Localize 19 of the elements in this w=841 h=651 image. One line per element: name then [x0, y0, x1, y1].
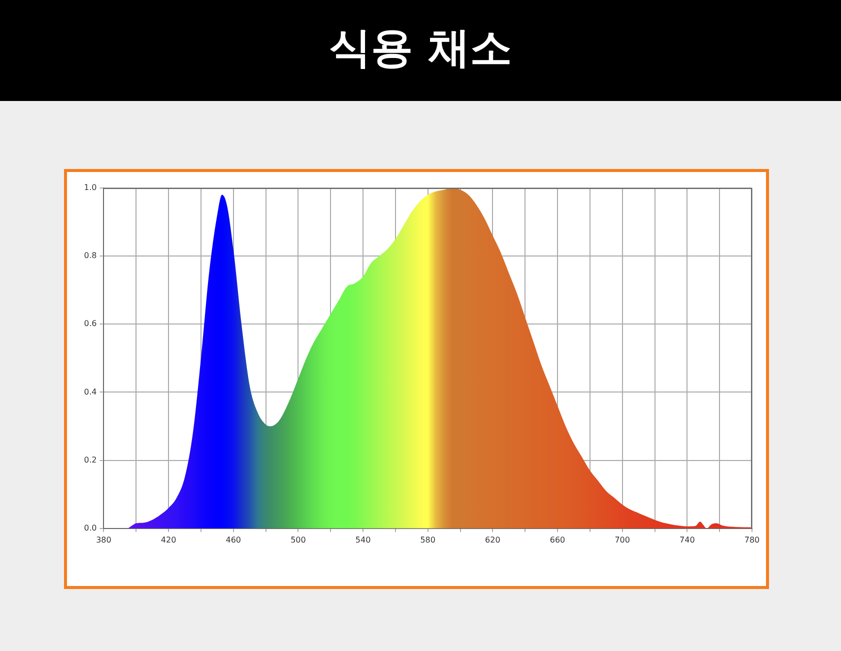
x-tick-label: 780: [744, 535, 760, 544]
x-tick-label: 460: [226, 535, 242, 544]
y-tick-label: 0.8: [84, 251, 97, 260]
x-tick-label: 700: [614, 535, 630, 544]
x-tick-label: 420: [160, 535, 176, 544]
x-tick-label: 580: [420, 535, 436, 544]
x-tick-label: 740: [680, 535, 695, 544]
chart-frame: 380 420 460 500 540 580 620 660 700 740 780 0.0 0.2 0.4 0.6 0.8 1.0: [64, 169, 769, 589]
y-tick-label: 0.6: [84, 319, 97, 328]
chart-title: 식용 채소: [0, 0, 841, 101]
x-tick-label: 500: [290, 535, 306, 544]
y-tick-label: 0.2: [84, 455, 97, 464]
y-tick-label: 1.0: [84, 183, 97, 192]
y-tick-label: 0.4: [84, 387, 97, 396]
x-tick-label: 540: [355, 535, 371, 544]
y-tick-label: 0.0: [84, 523, 97, 532]
x-tick-label: 620: [485, 535, 500, 544]
x-tick-label: 380: [96, 535, 112, 544]
x-tick-label: 660: [550, 535, 566, 544]
